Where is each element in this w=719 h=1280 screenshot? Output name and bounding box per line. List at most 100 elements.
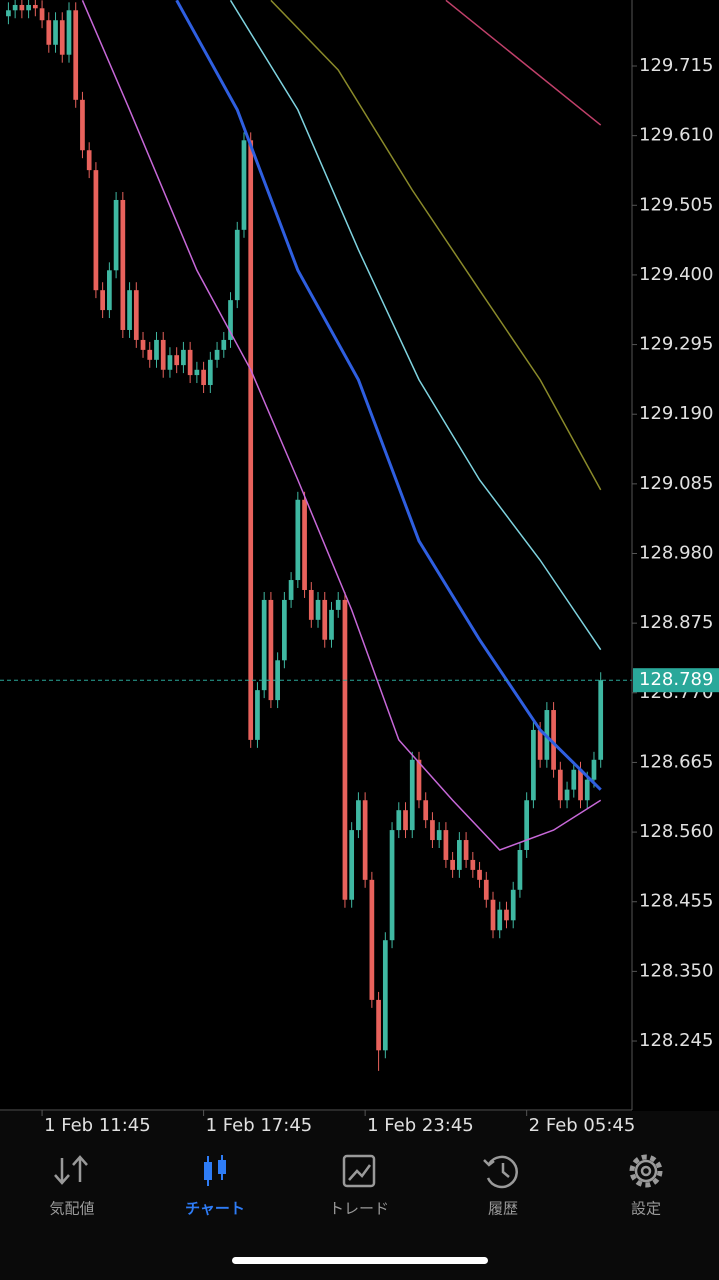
y-tick-label: 129.190 bbox=[639, 403, 713, 424]
candle-body bbox=[154, 339, 159, 360]
y-tick-label: 128.455 bbox=[639, 891, 713, 912]
candle-body bbox=[201, 369, 206, 386]
candle-body bbox=[342, 599, 348, 900]
trade-icon[interactable] bbox=[342, 1154, 376, 1188]
candle-body bbox=[100, 290, 105, 311]
candle-body bbox=[315, 599, 321, 620]
tab-label[interactable]: 履歴 bbox=[488, 1200, 518, 1218]
settings-icon[interactable] bbox=[629, 1154, 663, 1188]
candle-body bbox=[26, 4, 31, 11]
candle-body bbox=[463, 840, 469, 860]
candle-body bbox=[510, 889, 516, 921]
candle-body bbox=[557, 769, 563, 801]
candle-body bbox=[531, 729, 536, 801]
indicator-line bbox=[229, 0, 602, 651]
candle-body bbox=[261, 599, 267, 691]
candle-body bbox=[382, 940, 388, 1051]
candle-body bbox=[19, 4, 25, 11]
candle-body bbox=[369, 879, 375, 1000]
y-tick-label: 128.980 bbox=[639, 543, 713, 564]
candle-body bbox=[59, 20, 65, 55]
history-icon[interactable] bbox=[483, 1155, 518, 1189]
candle-body bbox=[282, 599, 287, 661]
quotes-icon bbox=[54, 1155, 88, 1185]
candle-body bbox=[376, 999, 381, 1051]
candle-body bbox=[537, 729, 543, 760]
candle-body bbox=[430, 820, 435, 841]
candle-body bbox=[194, 369, 200, 376]
candle-body bbox=[32, 4, 38, 9]
candle-body bbox=[524, 800, 530, 850]
candle-body bbox=[477, 869, 482, 880]
candle-body bbox=[329, 609, 334, 640]
y-tick-label: 129.295 bbox=[639, 334, 713, 355]
y-tick-label: 129.505 bbox=[639, 194, 713, 215]
x-tick-label: 2 Feb 05:45 bbox=[529, 1115, 636, 1136]
candle-body bbox=[86, 150, 92, 171]
candle-body bbox=[268, 599, 274, 701]
candle-body bbox=[53, 20, 58, 45]
candle-body bbox=[181, 349, 186, 366]
x-tick-label: 1 Feb 23:45 bbox=[367, 1115, 474, 1136]
candle-body bbox=[221, 339, 227, 350]
candle-body bbox=[598, 680, 604, 760]
candle-body bbox=[551, 710, 556, 770]
tab-bar bbox=[0, 1111, 719, 1280]
candle-body bbox=[46, 20, 52, 45]
candle-body bbox=[113, 199, 119, 271]
candle-body bbox=[228, 300, 233, 340]
candle-body bbox=[107, 270, 112, 311]
candle-body bbox=[73, 10, 79, 100]
candle-body bbox=[66, 10, 72, 55]
candle-body bbox=[409, 759, 415, 831]
candle-body bbox=[93, 170, 99, 291]
candle-body bbox=[12, 4, 18, 11]
current-price-box bbox=[633, 668, 719, 693]
candle-body bbox=[275, 660, 280, 701]
candle-body bbox=[207, 359, 213, 386]
candle-body bbox=[39, 8, 45, 21]
candle-body bbox=[80, 99, 85, 151]
candle-body bbox=[295, 499, 301, 581]
candle-body bbox=[241, 140, 247, 230]
candle-body bbox=[214, 349, 220, 360]
candle-body bbox=[578, 769, 583, 801]
y-tick-label: 128.875 bbox=[639, 612, 713, 633]
y-tick-label: 129.400 bbox=[639, 264, 713, 285]
indicator-line bbox=[270, 0, 602, 491]
indicator-line bbox=[175, 0, 602, 791]
tab-label[interactable]: 設定 bbox=[631, 1200, 661, 1218]
candle-body bbox=[133, 290, 139, 340]
y-tick-label: 129.610 bbox=[639, 125, 713, 146]
candle-body bbox=[302, 499, 307, 590]
candle-body bbox=[571, 769, 577, 790]
indicator-line bbox=[445, 0, 602, 126]
candle-body bbox=[504, 909, 509, 921]
x-tick-label: 1 Feb 17:45 bbox=[206, 1115, 313, 1136]
candle-body bbox=[389, 830, 395, 941]
tab-label[interactable]: チャート bbox=[185, 1200, 245, 1218]
y-tick-label: 129.085 bbox=[639, 473, 713, 494]
candle-body bbox=[443, 830, 449, 860]
candle-body bbox=[248, 140, 254, 740]
candle-body bbox=[120, 199, 126, 330]
tab-label[interactable]: トレード bbox=[329, 1200, 389, 1218]
y-tick-label: 128.560 bbox=[639, 821, 713, 842]
y-tick-label: 128.665 bbox=[639, 751, 713, 772]
candle-body bbox=[187, 349, 193, 376]
candle-body bbox=[174, 355, 180, 366]
candle-body bbox=[356, 800, 361, 831]
candle-body bbox=[349, 830, 355, 900]
candle-body bbox=[457, 840, 462, 870]
candle-body bbox=[470, 859, 476, 870]
candle-body bbox=[255, 690, 260, 740]
tab-label[interactable]: 気配値 bbox=[49, 1200, 94, 1218]
candle-body bbox=[497, 909, 503, 931]
candle-body bbox=[362, 800, 368, 880]
candle-body bbox=[490, 899, 496, 931]
candle-body bbox=[308, 589, 314, 620]
home-indicator bbox=[232, 1257, 488, 1264]
x-tick-label: 1 Feb 11:45 bbox=[44, 1115, 151, 1136]
candle-body bbox=[322, 599, 328, 640]
chart-icon[interactable] bbox=[204, 1155, 226, 1186]
